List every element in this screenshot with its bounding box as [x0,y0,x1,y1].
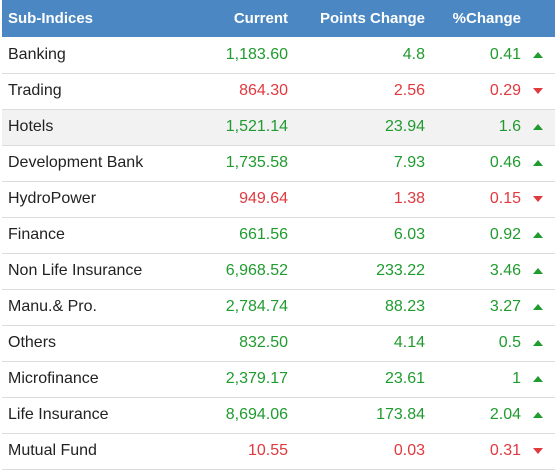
sub-index-name: HydroPower [8,190,97,207]
points-change-value: 1.38 [393,190,425,207]
sub-index-name: Hotels [8,118,54,135]
pct-change-value: 2.04 [489,406,521,423]
table-row[interactable]: Development Bank 1,735.58 7.93 0.46 [2,145,555,181]
table-row[interactable]: Others 832.50 4.14 0.5 [2,325,555,361]
current-value: 10.55 [247,442,288,459]
trend-cell [521,145,555,181]
current-value: 832.50 [239,334,288,351]
points-change-value: 233.22 [376,262,425,279]
table-row[interactable]: Non Life Insurance 6,968.52 233.22 3.46 [2,253,555,289]
table-row[interactable]: Hotels 1,521.14 23.94 1.6 [2,109,555,145]
column-header-trend [521,0,555,37]
current-value: 1,183.60 [225,45,288,63]
triangle-down-icon [533,447,543,454]
sub-index-name: Trading [8,82,62,99]
current-value: 8,694.06 [225,406,288,423]
triangle-down-icon [533,87,543,94]
points-change-value: 23.61 [384,370,425,387]
pct-change-value: 0.5 [498,334,521,351]
points-change-value: 173.84 [376,406,425,423]
table-body: Banking 1,183.60 4.8 0.41 Trading 864.30 2.56 0… [2,37,555,469]
pct-change-value: 0.92 [489,226,521,243]
trend-cell [521,289,555,325]
trend-cell [521,325,555,361]
sub-index-name: Others [8,334,57,351]
current-value: 6,968.52 [225,262,288,279]
pct-change-value: 0.29 [489,82,521,99]
points-change-value: 4.8 [402,45,425,63]
column-header-current[interactable]: Current [233,10,288,27]
current-value: 949.64 [239,190,288,207]
current-value: 2,784.74 [225,298,288,315]
column-header-sub-indices[interactable]: Sub-Indices [8,10,94,27]
pct-change-value: 1 [512,370,521,387]
pct-change-value: 3.27 [489,298,521,315]
column-header-pct-change[interactable]: %Change [452,10,521,27]
current-value: 1,521.14 [225,118,288,135]
sub-index-name: Microfinance [8,370,99,387]
trend-cell [521,37,555,73]
triangle-up-icon [533,231,543,238]
current-value: 864.30 [239,82,288,99]
sub-index-name: Banking [8,45,66,63]
triangle-up-icon [533,51,543,58]
points-change-value: 23.94 [384,118,425,135]
points-change-value: 7.93 [393,154,425,171]
table-row[interactable]: Microfinance 2,379.17 23.61 1 [2,361,555,397]
column-header-points-change[interactable]: Points Change [319,10,425,27]
points-change-value: 2.56 [393,82,425,99]
current-value: 1,735.58 [225,154,288,171]
sub-index-name: Mutual Fund [8,442,97,459]
table-row[interactable]: Trading 864.30 2.56 0.29 [2,73,555,109]
pct-change-value: 3.46 [489,262,521,279]
triangle-down-icon [533,195,543,202]
pct-change-value: 1.6 [498,118,521,135]
table-row[interactable]: Life Insurance 8,694.06 173.84 2.04 [2,397,555,433]
sub-index-name: Life Insurance [8,406,109,423]
triangle-up-icon [533,267,543,274]
sub-index-name: Non Life Insurance [8,262,143,279]
current-value: 2,379.17 [225,370,288,387]
trend-cell [521,397,555,433]
table-row[interactable]: Banking 1,183.60 4.8 0.41 [2,37,555,73]
triangle-up-icon [533,375,543,382]
trend-cell [521,217,555,253]
pct-change-value: 0.46 [489,154,521,171]
pct-change-value: 0.31 [489,442,521,459]
trend-cell [521,73,555,109]
sub-index-name: Finance [8,226,65,243]
sub-index-name: Development Bank [8,154,144,171]
trend-cell [521,253,555,289]
header-row: Sub-Indices Current Points Change %Chang… [2,0,555,37]
triangle-up-icon [533,339,543,346]
triangle-up-icon [533,411,543,418]
triangle-up-icon [533,303,543,310]
table-row[interactable]: HydroPower 949.64 1.38 0.15 [2,181,555,217]
table-header: Sub-Indices Current Points Change %Chang… [2,0,555,37]
trend-cell [521,361,555,397]
pct-change-value: 0.41 [489,45,521,63]
trend-cell [521,181,555,217]
table-row[interactable]: Mutual Fund 10.55 0.03 0.31 [2,433,555,469]
points-change-value: 0.03 [393,442,425,459]
triangle-up-icon [533,123,543,130]
points-change-value: 6.03 [393,226,425,243]
table-row[interactable]: Finance 661.56 6.03 0.92 [2,217,555,253]
points-change-value: 88.23 [384,298,425,315]
trend-cell [521,433,555,469]
current-value: 661.56 [239,226,288,243]
table-row[interactable]: Manu.& Pro. 2,784.74 88.23 3.27 [2,289,555,325]
pct-change-value: 0.15 [489,190,521,207]
trend-cell [521,109,555,145]
sub-index-name: Manu.& Pro. [8,298,97,315]
triangle-up-icon [533,159,543,166]
points-change-value: 4.14 [393,334,425,351]
